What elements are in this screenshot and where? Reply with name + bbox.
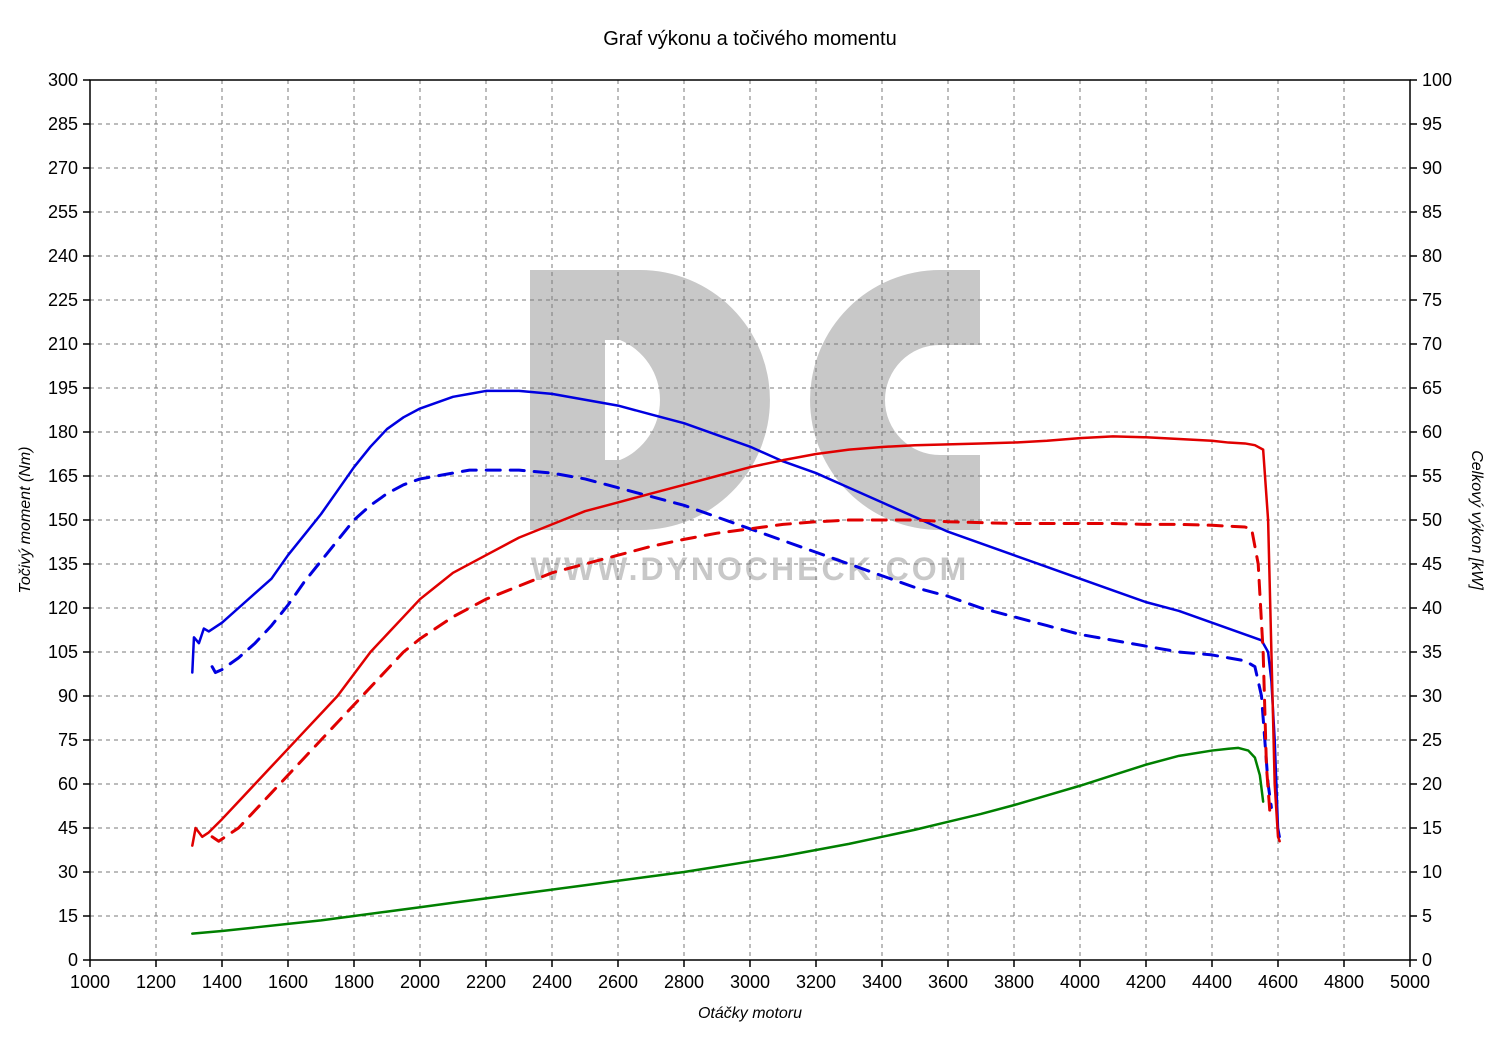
- svg-text:15: 15: [58, 906, 78, 926]
- svg-text:3200: 3200: [796, 972, 836, 992]
- svg-text:240: 240: [48, 246, 78, 266]
- svg-text:15: 15: [1422, 818, 1442, 838]
- svg-text:45: 45: [58, 818, 78, 838]
- svg-text:2000: 2000: [400, 972, 440, 992]
- svg-text:10: 10: [1422, 862, 1442, 882]
- svg-text:80: 80: [1422, 246, 1442, 266]
- svg-text:25: 25: [1422, 730, 1442, 750]
- svg-text:40: 40: [1422, 598, 1442, 618]
- svg-text:195: 195: [48, 378, 78, 398]
- svg-text:165: 165: [48, 466, 78, 486]
- svg-text:65: 65: [1422, 378, 1442, 398]
- svg-text:90: 90: [58, 686, 78, 706]
- svg-text:2800: 2800: [664, 972, 704, 992]
- svg-text:60: 60: [58, 774, 78, 794]
- svg-text:0: 0: [1422, 950, 1432, 970]
- svg-text:95: 95: [1422, 114, 1442, 134]
- svg-text:5000: 5000: [1390, 972, 1430, 992]
- svg-text:60: 60: [1422, 422, 1442, 442]
- y-left-axis-label: Točivý moment (Nm): [17, 447, 34, 594]
- svg-text:1200: 1200: [136, 972, 176, 992]
- svg-text:270: 270: [48, 158, 78, 178]
- svg-text:2200: 2200: [466, 972, 506, 992]
- svg-text:3000: 3000: [730, 972, 770, 992]
- svg-text:1400: 1400: [202, 972, 242, 992]
- svg-text:4600: 4600: [1258, 972, 1298, 992]
- svg-text:3400: 3400: [862, 972, 902, 992]
- svg-text:3800: 3800: [994, 972, 1034, 992]
- svg-text:1600: 1600: [268, 972, 308, 992]
- grid: [83, 80, 1417, 967]
- svg-text:1000: 1000: [70, 972, 110, 992]
- dyno-chart: WWW.DYNOCHECK.COM 1000120014001600180020…: [0, 0, 1500, 1041]
- svg-text:2400: 2400: [532, 972, 572, 992]
- svg-text:300: 300: [48, 70, 78, 90]
- svg-text:4200: 4200: [1126, 972, 1166, 992]
- svg-text:150: 150: [48, 510, 78, 530]
- svg-text:135: 135: [48, 554, 78, 574]
- svg-text:120: 120: [48, 598, 78, 618]
- svg-text:90: 90: [1422, 158, 1442, 178]
- svg-text:1800: 1800: [334, 972, 374, 992]
- series-torque_dashed: [212, 470, 1271, 807]
- svg-text:180: 180: [48, 422, 78, 442]
- chart-title: Graf výkonu a točivého momentu: [0, 28, 1500, 51]
- y-right-axis-label: Celkový výkon [kW]: [1468, 450, 1485, 590]
- x-axis-label: Otáčky motoru: [698, 1005, 802, 1022]
- svg-text:85: 85: [1422, 202, 1442, 222]
- svg-text:285: 285: [48, 114, 78, 134]
- svg-text:100: 100: [1422, 70, 1452, 90]
- svg-text:4000: 4000: [1060, 972, 1100, 992]
- svg-text:210: 210: [48, 334, 78, 354]
- svg-text:70: 70: [1422, 334, 1442, 354]
- svg-text:255: 255: [48, 202, 78, 222]
- svg-text:75: 75: [1422, 290, 1442, 310]
- series-loss_green: [192, 748, 1263, 934]
- svg-text:3600: 3600: [928, 972, 968, 992]
- x-tick-labels: 1000 1200 1400 1600 1800 2000 2200 2400 2600 2800…: [70, 972, 1430, 992]
- svg-text:75: 75: [58, 730, 78, 750]
- svg-text:30: 30: [58, 862, 78, 882]
- svg-text:20: 20: [1422, 774, 1442, 794]
- svg-text:50: 50: [1422, 510, 1442, 530]
- svg-text:4800: 4800: [1324, 972, 1364, 992]
- svg-text:30: 30: [1422, 686, 1442, 706]
- svg-text:0: 0: [68, 950, 78, 970]
- svg-text:55: 55: [1422, 466, 1442, 486]
- svg-text:225: 225: [48, 290, 78, 310]
- svg-text:5: 5: [1422, 906, 1432, 926]
- svg-text:105: 105: [48, 642, 78, 662]
- svg-text:4400: 4400: [1192, 972, 1232, 992]
- svg-text:35: 35: [1422, 642, 1442, 662]
- watermark: WWW.DYNOCHECK.COM: [530, 270, 980, 587]
- y-right-tick-labels: 0 5 10 15 20 25 30 35 40 45 50 55 60 65 70 75 80 85 90 95 10…: [1422, 70, 1452, 970]
- svg-text:2600: 2600: [598, 972, 638, 992]
- y-left-tick-labels: 0 15 30 45 60 75 90 105 120 135 150 165 180 195 210 225…: [48, 70, 78, 970]
- svg-text:45: 45: [1422, 554, 1442, 574]
